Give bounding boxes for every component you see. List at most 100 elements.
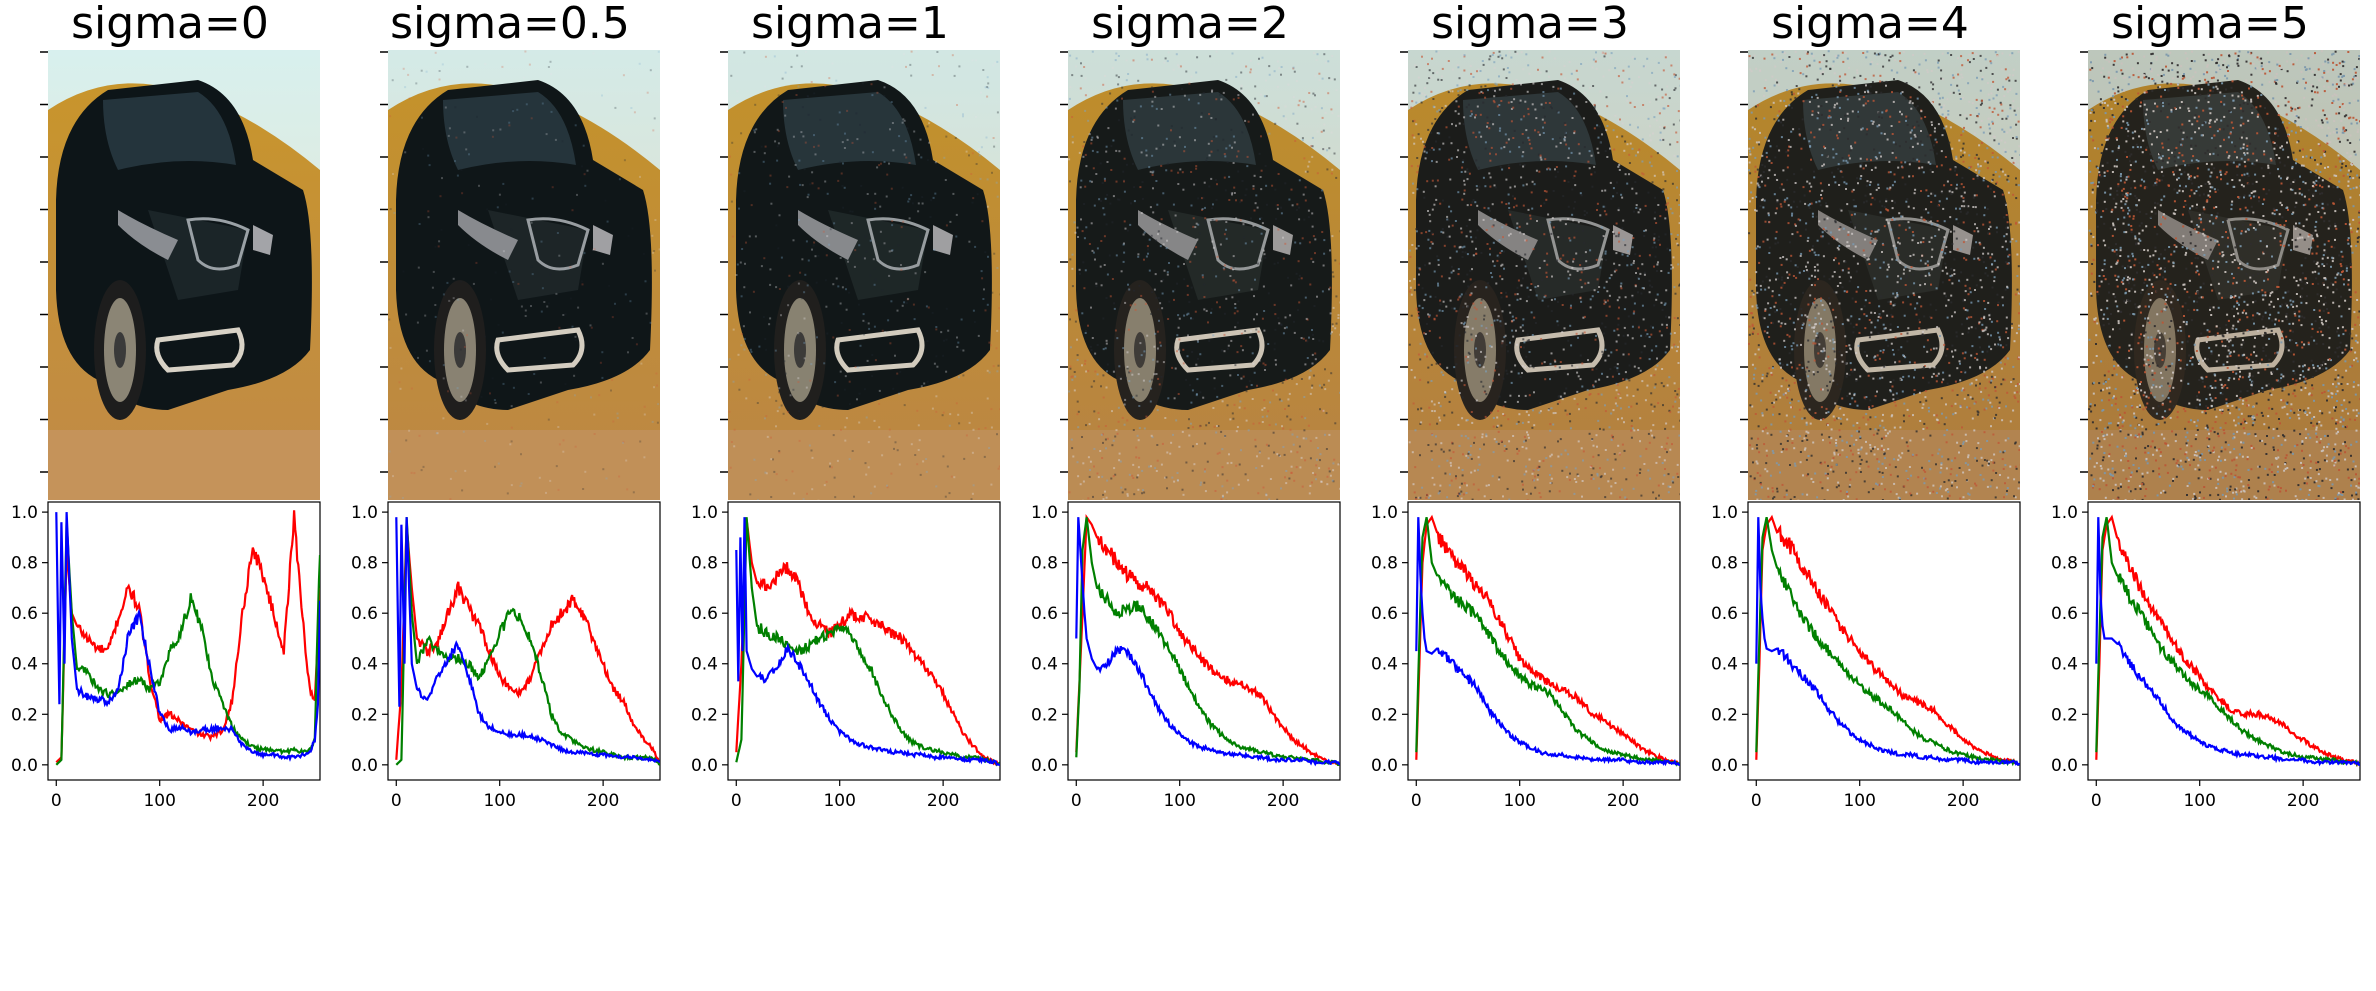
x-tick-label: 200: [2287, 791, 2319, 811]
noisy-car-image: [1408, 50, 1680, 500]
noisy-car-image: [1748, 50, 2020, 500]
series-line-2: [2095, 517, 2360, 767]
y-tick-label: 0.6: [691, 604, 718, 624]
y-tick-label: 0.4: [351, 655, 378, 675]
y-tick-label: 0.6: [11, 604, 38, 624]
panel-title: sigma=3: [1431, 0, 1629, 49]
y-tick-label: 0.4: [1371, 655, 1398, 675]
panel-title: sigma=1: [751, 0, 949, 49]
y-tick-label: 0.8: [691, 554, 718, 574]
y-tick-label: 0.2: [11, 705, 38, 725]
x-tick-label: 0: [731, 791, 742, 811]
x-tick-label: 0: [2091, 791, 2102, 811]
y-tick-label: 0.6: [1711, 604, 1738, 624]
y-tick-label: 0.8: [1031, 554, 1058, 574]
y-tick-label: 0.0: [691, 756, 718, 776]
image-y-ticks: [720, 51, 728, 473]
y-tick-label: 0.0: [351, 756, 378, 776]
image-y-ticks: [380, 51, 388, 473]
histogram-chart: 0.0 0.2 0.4 0.6 0.8 1.0 0 100 200: [2051, 501, 2361, 811]
y-tick-label: 1.0: [691, 503, 718, 523]
series-line-2: [1075, 517, 1340, 767]
panel-3: sigma=2 0.0 0.2 0.4 0.6 0.8 1.0 0 100 200: [1020, 0, 1360, 991]
noisy-car-image: [388, 50, 660, 500]
y-tick-label: 0.0: [1711, 756, 1738, 776]
y-tick-label: 0.6: [2051, 604, 2078, 624]
series-line-1: [735, 517, 1000, 767]
panel-1: sigma=0.5 0.0 0.2 0.4 0.6 0.8 1.0 0 100 200: [340, 0, 680, 991]
series-line-2: [735, 517, 1000, 766]
x-tick-label: 100: [823, 791, 855, 811]
series-line-0: [1755, 514, 2020, 766]
x-tick-label: 100: [1163, 791, 1195, 811]
y-tick-label: 0.2: [2051, 705, 2078, 725]
noisy-car-image: [728, 50, 1000, 500]
panel-6: sigma=5 0.0 0.2 0.4 0.6 0.8 1.0 0 100 200: [2040, 0, 2376, 991]
series-line-1: [1075, 517, 1340, 766]
y-tick-label: 0.2: [1371, 705, 1398, 725]
series-line-2: [55, 512, 320, 762]
y-tick-label: 0.8: [11, 554, 38, 574]
y-tick-label: 0.4: [1031, 655, 1058, 675]
panel-2: sigma=1 0.0 0.2 0.4 0.6 0.8 1.0 0 100 200: [680, 0, 1020, 991]
axes-frame: [2087, 501, 2361, 781]
x-tick-label: 100: [143, 791, 175, 811]
image-y-ticks: [1060, 51, 1068, 473]
series-line-0: [1075, 514, 1340, 766]
histogram-chart: 0.0 0.2 0.4 0.6 0.8 1.0 0 100 200: [351, 501, 661, 811]
series-line-2: [1755, 517, 2020, 767]
y-tick-label: 0.0: [1371, 756, 1398, 776]
axes-frame: [727, 501, 1001, 781]
y-tick-label: 1.0: [11, 503, 38, 523]
series-line-0: [55, 510, 320, 764]
histogram-chart: 0.0 0.2 0.4 0.6 0.8 1.0 0 100 200: [691, 501, 1001, 811]
noisy-car-image: [2088, 50, 2360, 500]
panel-5: sigma=4 0.0 0.2 0.4 0.6 0.8 1.0 0 100 200: [1700, 0, 2040, 991]
y-tick-label: 0.4: [11, 655, 38, 675]
y-tick-label: 0.4: [1711, 655, 1738, 675]
series-line-0: [735, 519, 1000, 767]
series-line-2: [395, 517, 660, 764]
panel-title: sigma=2: [1091, 0, 1289, 49]
series-line-1: [2095, 516, 2360, 767]
histogram-chart: 0.0 0.2 0.4 0.6 0.8 1.0 0 100 200: [11, 501, 321, 811]
x-tick-label: 0: [391, 791, 402, 811]
y-tick-label: 0.0: [2051, 756, 2078, 776]
y-tick-label: 0.0: [11, 756, 38, 776]
y-tick-label: 1.0: [1711, 503, 1738, 523]
series-line-1: [1415, 516, 1680, 767]
y-tick-label: 0.2: [351, 705, 378, 725]
histogram-chart: 0.0 0.2 0.4 0.6 0.8 1.0 0 100 200: [1371, 501, 1681, 811]
y-tick-label: 0.6: [351, 604, 378, 624]
x-tick-label: 200: [247, 791, 279, 811]
y-tick-label: 0.2: [1031, 705, 1058, 725]
x-tick-label: 100: [1843, 791, 1875, 811]
panel-title: sigma=0: [71, 0, 269, 49]
axes-frame: [1407, 501, 1681, 781]
series-line-0: [395, 524, 660, 766]
x-tick-label: 0: [51, 791, 62, 811]
x-tick-label: 0: [1751, 791, 1762, 811]
y-tick-label: 0.0: [1031, 756, 1058, 776]
y-tick-label: 0.8: [2051, 554, 2078, 574]
image-y-ticks: [1740, 51, 1748, 473]
panel-0: sigma=0 0.0 0.2 0.4 0.6 0.8 1.0 0 100 200: [0, 0, 340, 991]
noisy-car-image: [1068, 50, 1340, 500]
y-tick-label: 1.0: [1031, 503, 1058, 523]
panel-title: sigma=4: [1771, 0, 1969, 49]
x-tick-label: 200: [587, 791, 619, 811]
y-tick-label: 0.2: [691, 705, 718, 725]
x-tick-label: 200: [1947, 791, 1979, 811]
panel-title: sigma=5: [2111, 0, 2309, 49]
y-tick-label: 0.4: [2051, 655, 2078, 675]
x-tick-label: 200: [927, 791, 959, 811]
x-tick-label: 100: [2183, 791, 2215, 811]
x-tick-label: 200: [1607, 791, 1639, 811]
panel-4: sigma=3 0.0 0.2 0.4 0.6 0.8 1.0 0 100 200: [1360, 0, 1700, 991]
y-tick-label: 1.0: [2051, 503, 2078, 523]
y-tick-label: 0.8: [351, 554, 378, 574]
series-line-2: [1415, 517, 1680, 767]
y-tick-label: 0.8: [1371, 554, 1398, 574]
y-tick-label: 0.8: [1711, 554, 1738, 574]
series-line-1: [55, 522, 320, 766]
